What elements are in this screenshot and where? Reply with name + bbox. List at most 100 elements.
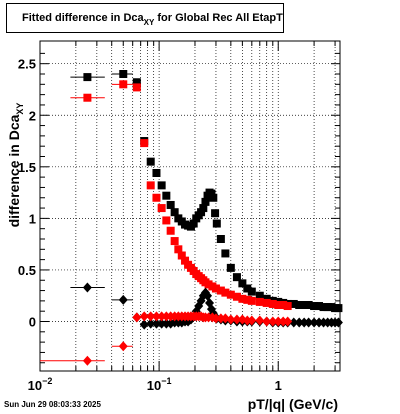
data-point <box>157 318 167 329</box>
y-tick-label: 2.5 <box>18 57 36 72</box>
data-point <box>255 291 264 300</box>
x-axis-label: pT/|q| (GeV/c) <box>248 396 338 412</box>
data-point <box>157 204 166 213</box>
x-tick-label: 1 <box>275 378 282 393</box>
data-point <box>304 301 313 309</box>
data-point <box>211 284 220 293</box>
data-point <box>221 249 230 258</box>
data-point <box>157 181 166 190</box>
y-axis-label: difference in DcaXY <box>6 103 25 228</box>
data-point <box>232 314 242 325</box>
data-point <box>232 292 241 301</box>
data-point <box>82 355 92 366</box>
data-point <box>139 311 149 322</box>
data-point <box>274 301 283 309</box>
data-point <box>151 311 161 322</box>
data-point <box>132 78 141 87</box>
data-point <box>247 296 256 305</box>
data-point <box>226 290 235 299</box>
data-point <box>212 219 221 228</box>
data-point <box>201 197 210 206</box>
tick-labels: 0 0.5 1 1.5 2 2.5 10−2 10−1 1 <box>18 57 282 393</box>
data-point <box>333 317 343 328</box>
data-point <box>262 294 271 303</box>
data-point <box>146 318 156 329</box>
data-point <box>220 313 230 324</box>
error-bars <box>40 73 141 362</box>
data-point <box>151 318 161 329</box>
data-point <box>255 315 265 326</box>
data-point <box>232 273 241 282</box>
data-point <box>146 157 155 166</box>
data-point <box>283 316 293 327</box>
data-point <box>242 315 252 326</box>
data-point <box>226 314 236 325</box>
data-point <box>304 317 314 328</box>
data-point <box>278 316 288 327</box>
data-point <box>83 73 92 82</box>
title-subscript: XY <box>143 18 155 27</box>
data-point <box>83 93 92 102</box>
data-point <box>146 181 155 190</box>
data-point <box>268 299 277 308</box>
datestamp: Sun Jun 29 08:03:33 2025 <box>4 400 101 409</box>
data-point <box>119 70 128 78</box>
data-point <box>166 200 175 209</box>
data-point <box>238 279 247 288</box>
data-point <box>295 301 304 309</box>
data-point <box>262 298 271 307</box>
axes <box>39 40 341 372</box>
data-point <box>243 295 252 304</box>
data-point <box>181 256 190 265</box>
data-point <box>207 189 216 198</box>
data-point <box>268 316 278 327</box>
data-point <box>310 302 319 311</box>
data-point <box>209 193 218 202</box>
data-point <box>170 237 179 246</box>
data-point <box>118 294 128 305</box>
data-point <box>315 302 324 311</box>
y-tick-label: 0 <box>29 315 36 330</box>
data-point <box>289 317 299 328</box>
data-point <box>309 317 319 328</box>
data-point <box>243 284 252 293</box>
data-point <box>211 313 221 324</box>
data-point <box>199 204 208 213</box>
y-tick-label: 0.5 <box>18 263 36 278</box>
y-tick-label: 1.5 <box>18 160 36 175</box>
data-point <box>146 311 156 322</box>
data-point <box>216 235 225 243</box>
data-point <box>300 301 309 309</box>
data-point <box>166 226 175 235</box>
data-point <box>118 341 128 352</box>
data-point <box>174 245 183 254</box>
data-point <box>216 313 226 324</box>
data-point <box>82 282 92 293</box>
title-prefix: Fitted difference in Dca <box>22 12 144 24</box>
data-point <box>157 311 167 322</box>
data-point <box>221 288 230 297</box>
data-point <box>119 80 128 89</box>
data-markers <box>82 70 343 366</box>
title-suffix: for Global Rec All EtapT <box>154 12 283 24</box>
plot-frame <box>39 40 341 372</box>
data-point <box>238 294 247 303</box>
x-tick-label: 10−2 <box>28 376 53 393</box>
data-point <box>289 299 298 308</box>
data-point <box>197 208 206 217</box>
data-point <box>139 319 149 330</box>
data-point <box>140 139 149 148</box>
data-point <box>132 312 142 323</box>
data-point <box>216 286 225 295</box>
data-point <box>152 193 161 202</box>
y-tick-label: 2 <box>29 108 36 123</box>
data-point <box>279 301 288 309</box>
data-point <box>162 191 171 200</box>
data-point <box>132 83 141 92</box>
data-point <box>334 304 343 313</box>
data-point <box>283 302 292 311</box>
data-point <box>203 290 213 301</box>
data-point <box>189 219 198 228</box>
data-point <box>162 216 171 225</box>
